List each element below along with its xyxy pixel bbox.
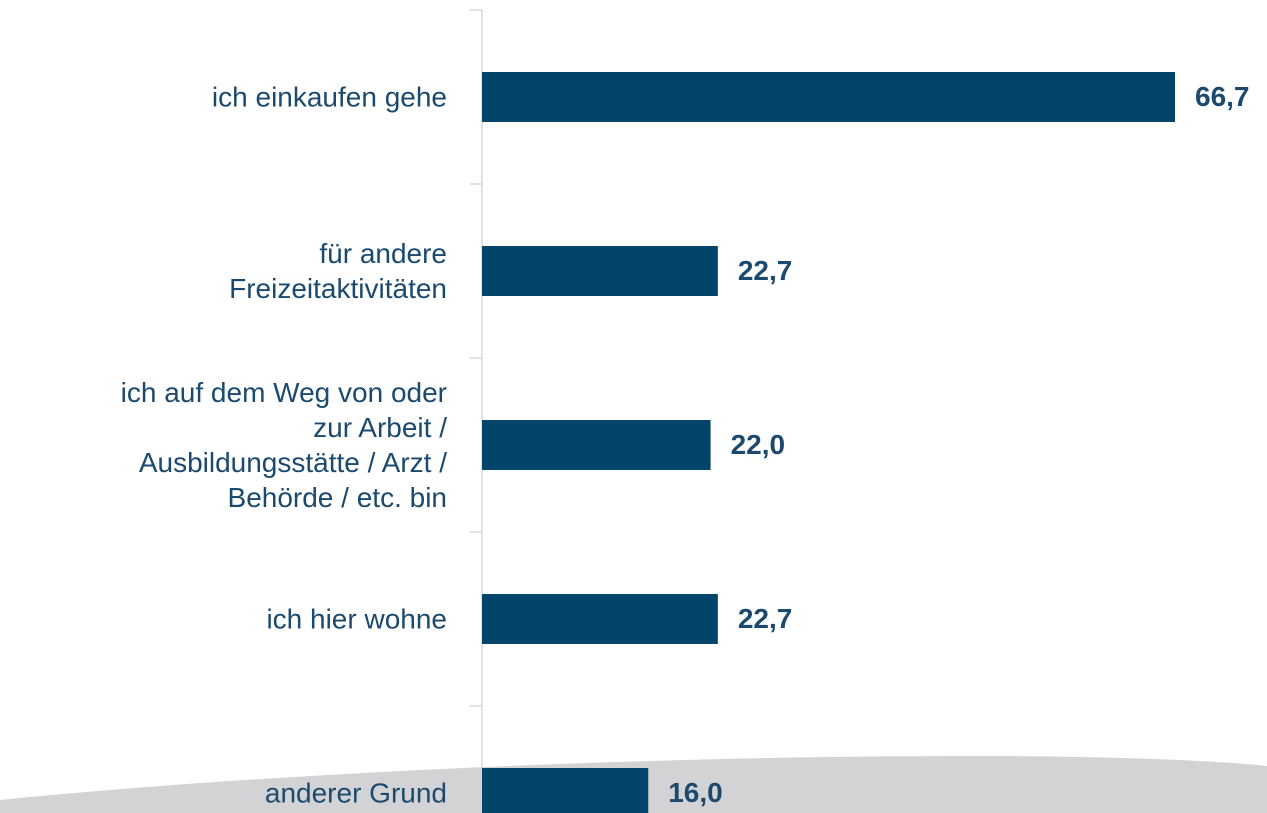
bar bbox=[482, 420, 711, 470]
category-label: ich hier wohne bbox=[266, 603, 447, 635]
category-label: ich einkaufen gehe bbox=[211, 81, 447, 113]
value-label: 16,0 bbox=[668, 777, 723, 808]
value-label: 66,7 bbox=[1195, 81, 1250, 112]
value-label: 22,7 bbox=[737, 603, 793, 634]
value-label: 22,7 bbox=[737, 255, 793, 286]
bar bbox=[482, 246, 718, 296]
bar bbox=[482, 594, 718, 644]
bar bbox=[482, 768, 649, 813]
category-label: für andere Freizeitaktivitäten bbox=[229, 238, 447, 304]
category-label: ich auf dem Weg von oder zur Arbeit / Au… bbox=[120, 377, 447, 513]
bar bbox=[482, 72, 1175, 122]
value-label: 22,0 bbox=[730, 429, 786, 460]
category-label: anderer Grund bbox=[264, 777, 447, 809]
